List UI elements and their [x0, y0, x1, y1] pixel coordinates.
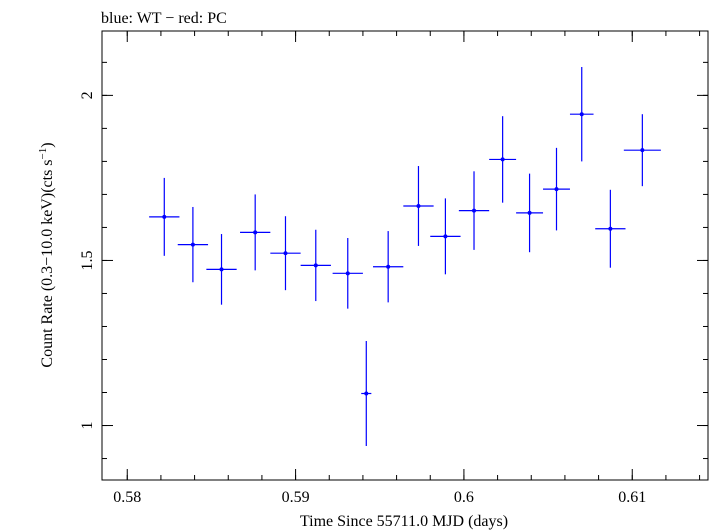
data-marker: [313, 263, 318, 268]
data-marker: [443, 234, 448, 239]
data-point: [595, 189, 626, 268]
data-marker: [554, 187, 559, 192]
plot-frame: [101, 30, 709, 481]
data-point: [206, 234, 237, 305]
data-marker: [219, 267, 224, 272]
data-point: [516, 173, 544, 253]
data-marker: [283, 251, 288, 256]
data-marker: [386, 264, 391, 269]
data-point: [458, 171, 490, 250]
data-marker: [640, 148, 645, 153]
y-axis-label-superscript: −1: [37, 148, 49, 160]
data-point: [270, 216, 301, 291]
data-marker: [364, 391, 369, 396]
y-axis-label-end: ): [39, 142, 56, 147]
data-marker: [416, 203, 421, 208]
chart-title: blue: WT − red: PC: [101, 10, 227, 27]
data-point: [543, 147, 570, 231]
data-marker: [162, 214, 167, 219]
data-marker: [253, 230, 258, 235]
data-point: [332, 238, 363, 309]
y-axis-label: Count Rate (0.3−10.0 keV)(cts s−1): [37, 142, 56, 367]
data-points: [149, 66, 661, 446]
y-axis: 11.52: [79, 61, 708, 460]
data-marker: [500, 157, 505, 162]
data-point: [300, 229, 331, 302]
x-tick-label: 0.58: [113, 489, 141, 506]
data-point: [623, 114, 661, 187]
data-point: [373, 231, 404, 303]
y-axis-label-main: Count Rate (0.3−10.0 keV)(cts s: [39, 159, 56, 367]
x-tick-label: 0.59: [282, 489, 310, 506]
data-point: [569, 66, 594, 162]
x-axis-label: Time Since 55711.0 MJD (days): [300, 513, 508, 530]
x-tick-label: 0.61: [618, 489, 646, 506]
data-point: [361, 341, 372, 446]
data-point: [489, 116, 517, 203]
data-point: [403, 166, 434, 246]
data-point: [177, 206, 209, 283]
y-tick-label: 1.5: [79, 250, 96, 270]
data-marker: [579, 112, 584, 117]
data-marker: [190, 242, 195, 247]
data-marker: [472, 208, 477, 213]
data-marker: [345, 271, 350, 276]
data-marker: [608, 226, 613, 231]
data-point: [430, 198, 461, 275]
x-axis: 0.58 0.59 0.6 0.61: [113, 31, 701, 506]
y-tick-label: 1: [79, 422, 96, 430]
data-marker: [527, 210, 532, 215]
x-tick-label: 0.6: [454, 489, 474, 506]
data-point: [149, 177, 180, 256]
data-point: [240, 194, 271, 271]
y-tick-label: 2: [79, 91, 96, 99]
